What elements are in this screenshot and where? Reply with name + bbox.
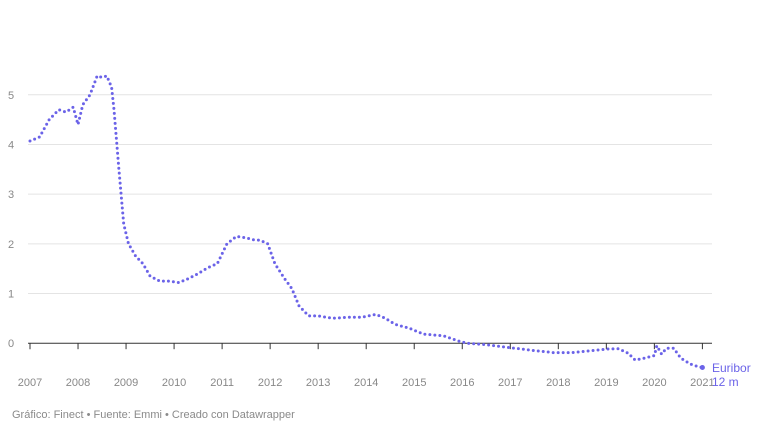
x-tick-label: 2008 xyxy=(66,377,90,389)
gridlines xyxy=(28,94,712,344)
series-line-euribor-12m xyxy=(28,74,704,369)
series-label-line-2: 12 m xyxy=(712,375,739,389)
y-tick-label: 5 xyxy=(8,90,14,102)
x-tick-label: 2007 xyxy=(18,377,42,389)
x-tick-label: 2017 xyxy=(498,377,522,389)
x-tick-label: 2016 xyxy=(450,377,474,389)
y-tick-label: 4 xyxy=(8,139,14,151)
x-tick-label: 2011 xyxy=(210,377,234,389)
y-tick-label: 1 xyxy=(8,289,14,301)
y-tick-label: 3 xyxy=(8,189,14,201)
y-tick-label: 0 xyxy=(8,338,14,350)
x-axis-ticks: 2007 2008 2009 2010 2011 2012 2013 2014 2015 2016… xyxy=(18,343,715,389)
x-tick-label: 2012 xyxy=(258,377,282,389)
x-tick-label: 2014 xyxy=(354,377,378,389)
x-tick-label: 2010 xyxy=(162,377,186,389)
y-axis-ticks: 0 1 2 3 4 5 xyxy=(8,90,14,350)
series-label-euribor-12m: Euribor 12 m xyxy=(712,361,754,389)
x-tick-label: 2015 xyxy=(402,377,426,389)
x-tick-label: 2013 xyxy=(306,377,330,389)
x-tick-label: 2019 xyxy=(594,377,618,389)
x-tick-label: 2018 xyxy=(546,377,570,389)
x-tick-label: 2020 xyxy=(642,377,666,389)
x-tick-label: 2021 xyxy=(690,377,714,389)
y-tick-label: 2 xyxy=(8,239,14,251)
series-endpoint-marker xyxy=(699,365,705,371)
x-tick-label: 2009 xyxy=(114,377,138,389)
chart-footer-credits: Gráfico: Finect • Fuente: Emmi • Creado … xyxy=(12,409,295,421)
series-label-line-1: Euribor xyxy=(712,361,751,375)
